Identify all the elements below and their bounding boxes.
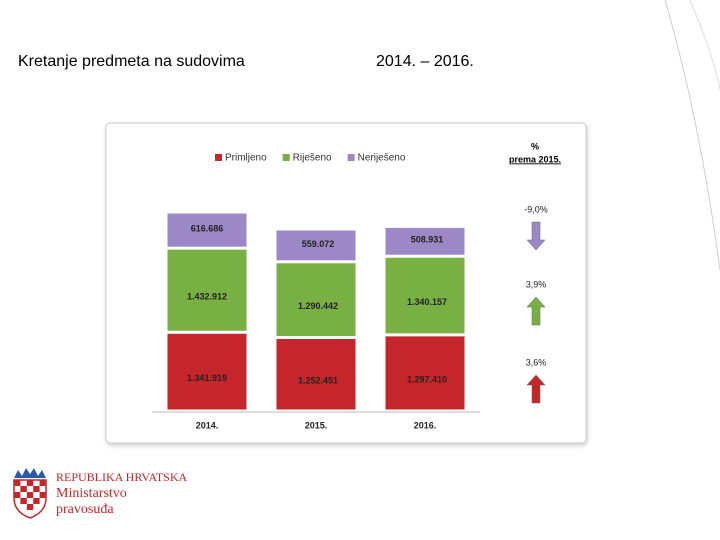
bar-segment bbox=[166, 212, 248, 248]
bar-segment bbox=[384, 335, 466, 411]
legend-swatch bbox=[347, 154, 355, 161]
legend-label: Neriješeno bbox=[358, 153, 406, 164]
value-label: 616.686 bbox=[191, 223, 224, 233]
value-label: 1.290.442 bbox=[298, 301, 338, 311]
change-label: 3,9% bbox=[526, 279, 547, 289]
x-tick-label: 2014. bbox=[196, 420, 219, 430]
value-label: 1.341.919 bbox=[187, 373, 227, 383]
decor-curve bbox=[664, 0, 720, 271]
bar-segment bbox=[275, 262, 357, 338]
change-arrow bbox=[526, 221, 546, 251]
legend-label: Primljeno bbox=[225, 153, 267, 164]
slide-title: Kretanje predmeta na sudovima bbox=[18, 53, 245, 70]
bar-segment bbox=[384, 256, 466, 335]
logo-country: REPUBLIKA HRVATSKA bbox=[56, 470, 188, 484]
logo: REPUBLIKA HRVATSKA Ministarstvo pravosuđ… bbox=[13, 468, 188, 519]
value-label: 1.297.410 bbox=[407, 374, 447, 384]
bar-segment bbox=[166, 332, 248, 411]
change-arrow bbox=[526, 374, 546, 404]
change-arrow bbox=[526, 296, 546, 326]
bar-segment bbox=[275, 338, 357, 411]
value-label: 1.340.157 bbox=[407, 297, 447, 307]
change-subtitle: prema 2015. bbox=[509, 154, 561, 164]
change-label: -9,0% bbox=[524, 204, 548, 214]
coat-of-arms bbox=[13, 468, 47, 519]
legend-swatch bbox=[282, 154, 290, 161]
slide-period: 2014. – 2016. bbox=[376, 53, 474, 70]
decor-curve bbox=[689, 0, 720, 91]
legend-swatch bbox=[215, 154, 222, 161]
value-label: 508.931 bbox=[411, 235, 444, 245]
x-tick-label: 2016. bbox=[414, 420, 437, 430]
logo-line: Ministarstvo bbox=[56, 486, 127, 501]
bar-segment bbox=[275, 229, 357, 262]
bar-segment bbox=[166, 248, 248, 332]
value-label: 1.252.451 bbox=[298, 376, 338, 386]
change-label: 3,6% bbox=[526, 357, 547, 367]
x-tick-label: 2015. bbox=[305, 420, 328, 430]
change-title: % bbox=[531, 141, 539, 151]
value-label: 1.432.912 bbox=[187, 292, 227, 302]
logo-line: pravosuđa bbox=[56, 502, 114, 517]
value-label: 559.072 bbox=[302, 239, 335, 249]
bar-segment bbox=[384, 226, 466, 256]
legend-label: Riješeno bbox=[293, 153, 332, 164]
